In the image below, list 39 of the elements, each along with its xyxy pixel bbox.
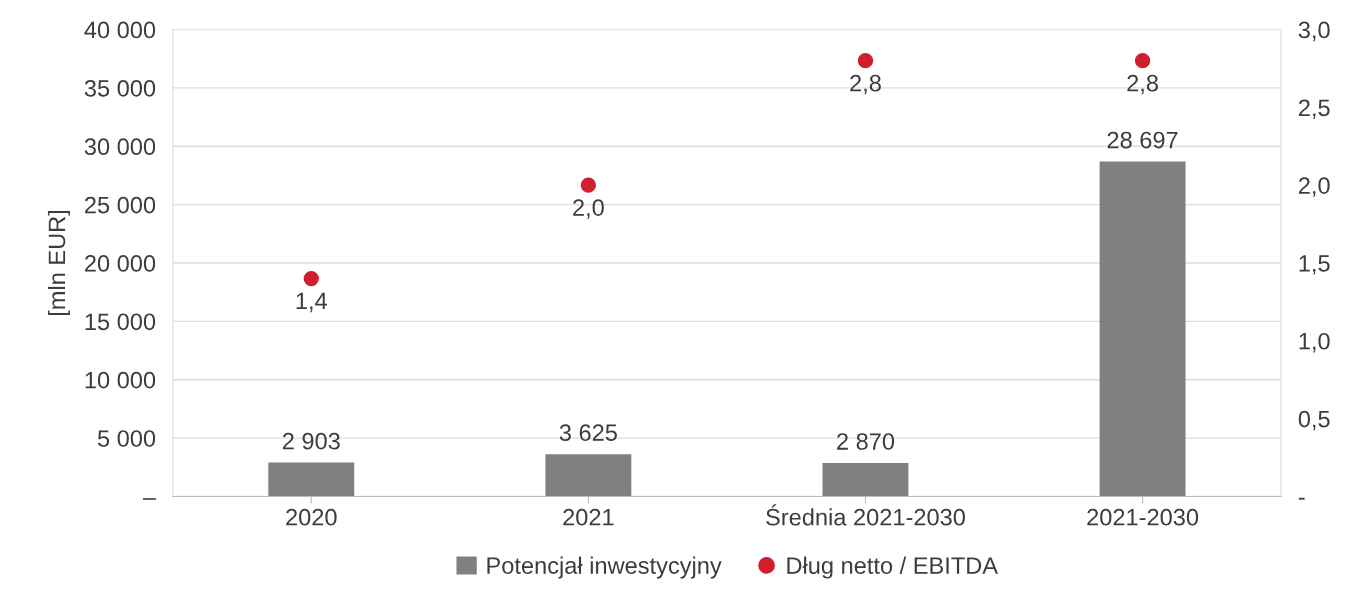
y-tick-label: 25 000 — [85, 196, 156, 214]
point — [1134, 53, 1151, 69]
y-tick-label: – — [142, 498, 157, 500]
y-tick-label: 15 000 — [85, 313, 156, 331]
y2-tick-label: 0,5 — [1298, 410, 1330, 431]
bar — [545, 454, 632, 497]
data-label: 2 903 — [282, 432, 340, 450]
data-label: 3 625 — [559, 424, 617, 442]
x-tick-label: 2020 — [286, 508, 337, 526]
y-axis-title: [mln EUR] — [47, 210, 70, 316]
y2-tick-label: 2,5 — [1298, 99, 1330, 119]
y-tick-label: 40 000 — [84, 21, 156, 39]
data-label: 2,0 — [573, 199, 604, 219]
y-tick-label: 20 000 — [85, 255, 156, 272]
point — [857, 53, 874, 69]
bar — [1099, 161, 1186, 497]
y2-tick-label: 1,0 — [1299, 332, 1330, 353]
data-label: 2,8 — [850, 74, 881, 95]
legend-label: Potencjał inwestycyjny — [487, 556, 722, 579]
data-label: 28 697 — [1107, 131, 1178, 149]
y-tick-label: 5 000 — [97, 430, 156, 447]
y-tick-label: 35 000 — [84, 79, 156, 97]
y-tick-label: 10 000 — [85, 371, 156, 389]
x-tick-label: 2021-2030 — [1087, 508, 1199, 526]
bar — [822, 462, 909, 497]
legend-label: Dług netto / EBITDA — [787, 556, 998, 579]
bar — [268, 462, 355, 497]
y2-tick-label: 3,0 — [1298, 21, 1330, 42]
x-tick-label: 2021 — [563, 508, 614, 526]
point — [303, 270, 319, 287]
y2-tick-label: - — [1298, 497, 1305, 500]
x-tick-label: Średnia 2021-2030 — [766, 504, 965, 526]
data-label: 2 870 — [837, 433, 895, 450]
data-label: 1,4 — [296, 292, 327, 313]
y-tick-label: 30 000 — [84, 138, 156, 156]
y2-tick-label: 1,5 — [1299, 255, 1330, 275]
y2-tick-label: 2,0 — [1298, 177, 1330, 197]
point — [580, 177, 597, 193]
data-label: 2,8 — [1127, 74, 1158, 95]
